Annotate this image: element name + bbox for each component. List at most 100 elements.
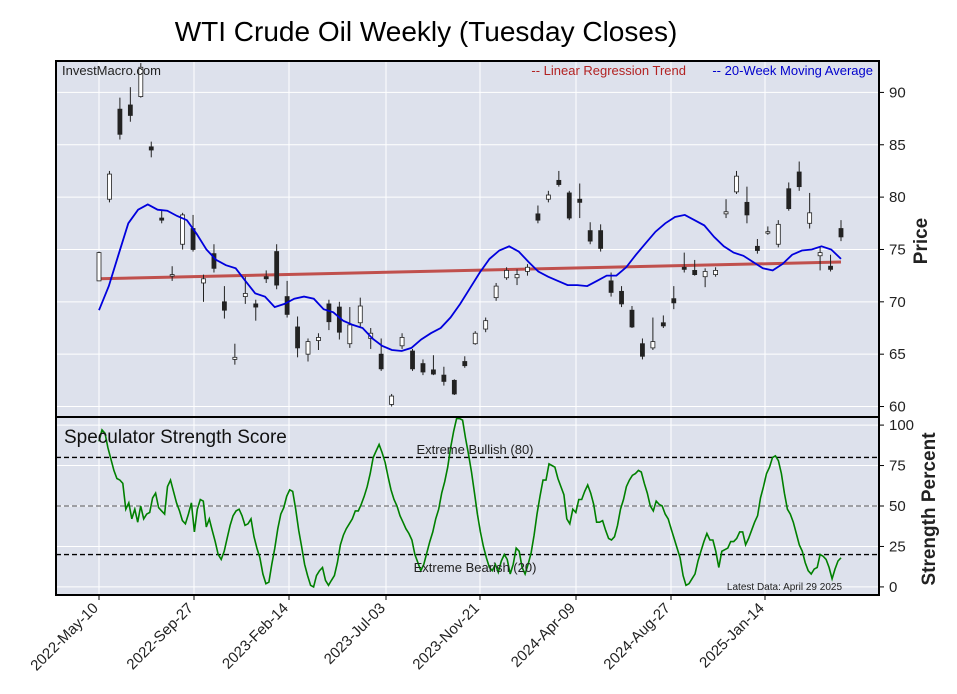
candle-body (838, 228, 844, 238)
candle (535, 205, 541, 224)
strength-panel-title: Speculator Strength Score (64, 427, 287, 448)
candle-body (399, 337, 405, 347)
candle-body (566, 192, 572, 219)
candle (587, 222, 593, 245)
candle-body (723, 211, 729, 215)
candle (723, 199, 729, 219)
x-tick-label: 2023-Feb-14 (219, 600, 292, 673)
candle-body (629, 309, 635, 328)
candle (389, 393, 395, 407)
candle-body (608, 280, 614, 293)
candle-body (702, 271, 708, 278)
candle (640, 338, 645, 360)
price-tick-label: 75 (889, 241, 906, 258)
reference-lines (56, 456, 879, 556)
candle-body (734, 175, 739, 193)
strength-score-line (98, 417, 842, 589)
candle-body (587, 230, 593, 242)
x-tick-label: 2024-Aug-27 (600, 600, 673, 673)
price-y-axis: 60 65 70 75 80 85 90 (879, 84, 906, 416)
price-panel-background (56, 61, 879, 417)
candle-body (640, 343, 645, 357)
price-tick-label: 80 (889, 189, 906, 206)
candle-body (472, 332, 478, 345)
candle-body (107, 173, 112, 200)
price-tick-label: 65 (889, 346, 906, 363)
candle (274, 244, 280, 290)
candle (775, 220, 781, 248)
candle (451, 379, 457, 396)
candle-body (807, 212, 813, 224)
candle (786, 182, 792, 211)
candle-body (274, 251, 280, 286)
candle (441, 366, 447, 386)
candle-body (451, 379, 457, 395)
candle (232, 343, 238, 365)
candle-body (765, 231, 771, 234)
candle-body (650, 341, 656, 349)
candle-body (222, 301, 227, 311)
candle-body (347, 324, 353, 345)
candle (410, 348, 415, 371)
x-tick-label: 2023-Nov-21 (409, 600, 482, 673)
candle (316, 333, 321, 350)
candle-body (180, 214, 186, 245)
candle-body (127, 104, 133, 116)
candle-body (410, 350, 415, 370)
x-tick-label: 2025-Jan-14 (696, 600, 768, 672)
candle-body (378, 353, 384, 370)
candle-body (577, 198, 583, 203)
chart-title: WTI Crude Oil Weekly (Tuesday Closes) (175, 16, 678, 47)
x-tick-label: 2024-Apr-09 (508, 600, 579, 671)
candle-body (535, 213, 541, 221)
candle-body (619, 290, 624, 305)
legend-regression: -- Linear Regression Trend (531, 63, 686, 78)
candle (253, 299, 259, 321)
candle (399, 333, 405, 349)
candle-body (389, 395, 395, 405)
candle-body (138, 66, 144, 98)
candle-body (660, 322, 666, 327)
strength-y-label: Strength Percent (919, 432, 940, 586)
candle-body (211, 253, 217, 269)
candle (828, 254, 833, 272)
legend-moving-average: -- 20-Week Moving Average (712, 63, 873, 78)
candle-body (117, 108, 123, 135)
candle (525, 264, 530, 276)
candle-body (598, 230, 604, 249)
candle-body (441, 374, 447, 382)
candle (629, 306, 635, 328)
candle (796, 161, 802, 191)
candle-body (420, 363, 426, 373)
candle (222, 286, 227, 319)
candle-body (253, 303, 259, 308)
candle (493, 282, 499, 301)
candle (545, 190, 551, 203)
candle (305, 338, 311, 362)
candle-body (754, 245, 760, 251)
candle-body (681, 266, 687, 270)
strength-tick-label: 25 (889, 538, 906, 555)
strength-tick-label: 100 (889, 417, 914, 434)
candle (765, 226, 771, 235)
candle-body (201, 278, 206, 284)
candle-body (713, 270, 718, 276)
candle (619, 286, 624, 308)
strength-tick-label: 0 (889, 579, 897, 596)
candle (671, 286, 677, 310)
moving-average-line (98, 203, 842, 352)
candle (357, 297, 363, 328)
candle (169, 266, 175, 281)
candle (96, 251, 102, 282)
candle-body (786, 188, 792, 210)
candle (107, 170, 112, 203)
price-tick-label: 60 (889, 399, 906, 416)
candle-body (483, 320, 489, 330)
candle (472, 331, 478, 345)
candle (347, 307, 353, 348)
candle-body (493, 285, 499, 299)
x-tick-label: 2022-Sep-27 (123, 600, 196, 673)
candle (702, 268, 708, 288)
candle (608, 272, 614, 297)
candle (483, 317, 489, 333)
